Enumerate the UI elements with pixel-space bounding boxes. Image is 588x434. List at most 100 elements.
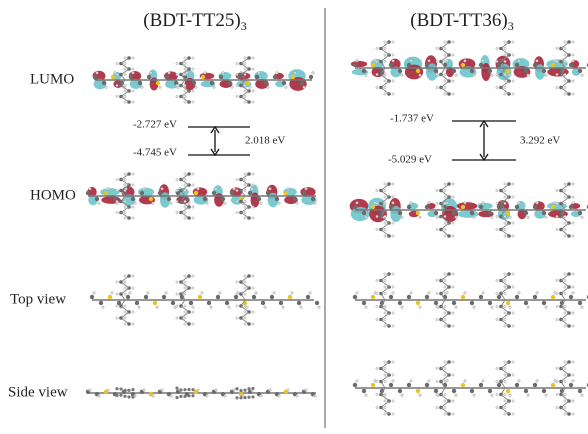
- hydrogen: [305, 389, 308, 392]
- chain-h: [192, 206, 194, 208]
- chain-h: [444, 80, 446, 82]
- chain-atom: [115, 387, 118, 390]
- chain-atom: [447, 182, 451, 186]
- atom: [425, 63, 429, 67]
- atom: [198, 295, 202, 299]
- chain-h: [444, 54, 446, 56]
- chain-h: [116, 317, 118, 319]
- chain-h: [116, 189, 118, 191]
- atom: [362, 69, 366, 73]
- hydrogen: [527, 216, 530, 219]
- chain-h: [512, 273, 514, 275]
- chain-h: [184, 90, 186, 92]
- chain-h: [184, 57, 186, 59]
- chain-atom: [243, 389, 246, 392]
- chain-h: [384, 202, 386, 204]
- chain-h: [496, 86, 498, 88]
- hydrogen: [231, 86, 234, 89]
- chain-h: [556, 73, 558, 75]
- atom: [452, 69, 456, 73]
- orbital-lobe: [405, 65, 423, 80]
- hydrogen: [545, 394, 548, 397]
- chain-h: [236, 84, 238, 86]
- chain-h: [452, 325, 454, 327]
- chain-h: [564, 312, 566, 314]
- title-sub: 3: [241, 19, 247, 33]
- atom: [282, 81, 286, 85]
- chain-h: [392, 93, 394, 95]
- chain-h: [564, 215, 566, 217]
- chain-h: [252, 287, 254, 289]
- atom: [300, 81, 304, 85]
- chain-h: [176, 211, 178, 213]
- chain-h: [376, 318, 378, 320]
- chain-h: [384, 413, 386, 415]
- hydrogen: [168, 72, 171, 75]
- hydrogen: [188, 202, 191, 205]
- chain-atom: [239, 396, 242, 399]
- chain-h: [436, 393, 438, 395]
- chain-h: [504, 374, 506, 376]
- hydrogen: [401, 306, 404, 309]
- chain-h: [244, 211, 246, 213]
- chain-h: [124, 275, 126, 277]
- hydrogen: [219, 292, 222, 295]
- hydrogen: [287, 188, 290, 191]
- hydrogen: [98, 202, 101, 205]
- chain-h: [512, 325, 514, 327]
- hydrogen: [98, 395, 101, 398]
- chain-h: [496, 47, 498, 49]
- chain-h: [376, 202, 378, 204]
- chain-h: [444, 413, 446, 415]
- hydrogen: [464, 60, 467, 63]
- chain-h: [184, 217, 186, 219]
- chain-h: [192, 90, 194, 92]
- hydrogen: [170, 202, 173, 205]
- chain-h: [452, 273, 454, 275]
- chain-atom: [191, 388, 194, 391]
- chain-h: [444, 222, 446, 224]
- chain-h: [556, 318, 558, 320]
- chain-h: [496, 60, 498, 62]
- atom: [479, 63, 483, 67]
- hydrogen: [269, 188, 272, 191]
- chain-atom: [119, 394, 122, 397]
- chain-h: [376, 380, 378, 382]
- chain-h: [384, 273, 386, 275]
- hydrogen: [356, 380, 359, 383]
- chain-h: [452, 374, 454, 376]
- atom: [470, 389, 474, 393]
- chain-h: [572, 93, 574, 95]
- atom: [275, 197, 279, 201]
- chain-h: [504, 80, 506, 82]
- chain-h: [184, 178, 186, 180]
- chain-h: [184, 73, 186, 75]
- atom: [515, 205, 519, 209]
- chain-h: [572, 361, 574, 363]
- chain-h: [564, 86, 566, 88]
- chain-h: [564, 202, 566, 204]
- chain-h: [556, 202, 558, 204]
- chain-atom: [127, 395, 130, 398]
- atom: [506, 211, 510, 215]
- chain-h: [376, 215, 378, 217]
- atom: [452, 301, 456, 305]
- chain-h: [236, 62, 238, 64]
- hydrogen: [527, 306, 530, 309]
- chain-atom: [247, 322, 251, 326]
- chain-h: [192, 184, 194, 186]
- hydrogen: [161, 389, 164, 392]
- chain-h: [504, 73, 506, 75]
- chain-atom: [507, 412, 511, 416]
- hydrogen: [527, 394, 530, 397]
- atom: [533, 295, 537, 299]
- atom: [234, 295, 238, 299]
- chain-h: [116, 84, 118, 86]
- chain-atom: [387, 272, 391, 276]
- hydrogen: [536, 292, 539, 295]
- chain-h: [436, 189, 438, 191]
- hydrogen: [419, 306, 422, 309]
- chain-h: [504, 393, 506, 395]
- chain-h: [496, 393, 498, 395]
- atom: [371, 63, 375, 67]
